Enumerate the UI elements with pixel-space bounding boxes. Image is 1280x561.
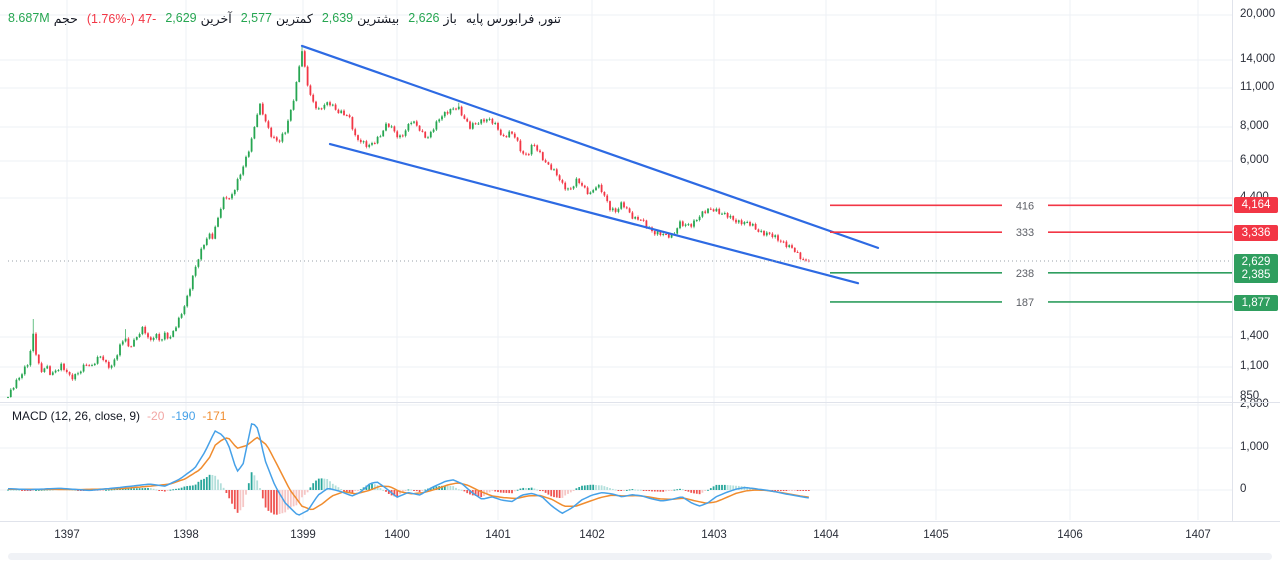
ohlc-field-low: کمترین 2,577 [241, 11, 313, 26]
macd-legend: MACD (12, 26, close, 9) -20 -190 -171 [12, 409, 226, 423]
year-label: 1397 [54, 529, 80, 541]
price-axis-tick: 6,000 [1240, 154, 1269, 166]
price-axis-tick: 11,000 [1240, 81, 1275, 93]
ohlc-label: باز [443, 12, 457, 26]
price-badge: 3,336 [1234, 225, 1278, 241]
price-axis-tick: 20,000 [1240, 8, 1276, 20]
price-badge: 2,629 [1234, 254, 1278, 270]
level-mid-label: 333 [1016, 227, 1034, 239]
ohlc-value: 2,639 [321, 11, 354, 25]
price-badge: 1,877 [1234, 295, 1278, 311]
year-label: 1407 [1185, 529, 1211, 541]
level-mid-label: 187 [1016, 297, 1034, 309]
ohlc-label: کمترین [276, 12, 313, 26]
candlestick-series[interactable] [7, 45, 810, 399]
year-label: 1400 [384, 529, 410, 541]
macd-hist-value: -20 [147, 409, 165, 423]
year-label: 1398 [173, 529, 199, 541]
ohlc-field-open: باز 2,626 [408, 11, 457, 26]
price-axis-tick: 0 [1240, 483, 1247, 495]
price-axis-tick: 850 [1240, 390, 1260, 402]
price-axis-tick: 1,100 [1240, 360, 1269, 372]
year-label: 1401 [485, 529, 511, 541]
ohlc-field-high: بیشترین 2,639 [322, 11, 399, 26]
year-label: 1405 [923, 529, 949, 541]
year-label: 1406 [1057, 529, 1083, 541]
ohlc-fields: باز 2,626 بیشترین 2,639 کمترین 2,577 آخرین 2,62… [165, 11, 456, 26]
volume-label: حجم [53, 12, 78, 26]
price-badge: 4,164 [1234, 197, 1278, 213]
trend-channel[interactable] [300, 44, 880, 285]
ohlc-label: بیشترین [357, 12, 400, 26]
price-axis-border [1232, 0, 1233, 521]
macd-histogram [7, 472, 810, 515]
macd-title[interactable]: MACD (12, 26, close, 9) [12, 409, 141, 423]
year-label: 1399 [290, 529, 316, 541]
time-axis-border [0, 521, 1280, 522]
volume-field: حجم 8.687M [8, 11, 78, 26]
macd-pane[interactable] [0, 402, 1232, 520]
level-mid-label: 416 [1016, 200, 1034, 212]
price-level-lines[interactable]: 416 333 238 187 [830, 200, 1232, 309]
ohlc-label: آخرین [200, 12, 232, 26]
year-label: 1404 [813, 529, 839, 541]
price-axis-tick: 14,000 [1240, 53, 1276, 65]
horizontal-scrollbar[interactable] [8, 553, 1272, 560]
symbol-title[interactable]: تنور, فرابورس پایه [465, 12, 562, 26]
year-label: 1402 [579, 529, 605, 541]
ohlc-value: 2,629 [165, 11, 197, 25]
macd-main-line[interactable] [7, 422, 809, 516]
symbol-legend: تنور, فرابورس پایه باز 2,626 بیشترین 2,639 ک… [8, 11, 561, 26]
macd-line-value: -190 [171, 409, 196, 423]
volume-value: 8.687M [8, 11, 50, 25]
pane-separator[interactable] [0, 402, 1280, 403]
year-label: 1403 [701, 529, 727, 541]
main-grid [0, 0, 1232, 402]
price-axis-tick: 1,400 [1240, 330, 1269, 342]
macd-signal-value: -171 [202, 409, 227, 423]
price-axis-tick: 8,000 [1240, 120, 1269, 132]
level-mid-label: 238 [1016, 268, 1034, 280]
price-badge: 2,385 [1234, 267, 1278, 283]
ohlc-field-last: آخرین 2,629 [165, 11, 231, 26]
price-axis-tick: 1,000 [1240, 441, 1269, 453]
ohlc-value: 2,626 [408, 11, 440, 25]
main-price-pane[interactable]: 416 333 238 187 [0, 0, 1232, 402]
price-axis-tick: 2,000 [1240, 398, 1269, 410]
change-value: -47 (-1.76%) [86, 11, 157, 26]
ohlc-value: 2,577 [240, 11, 272, 25]
